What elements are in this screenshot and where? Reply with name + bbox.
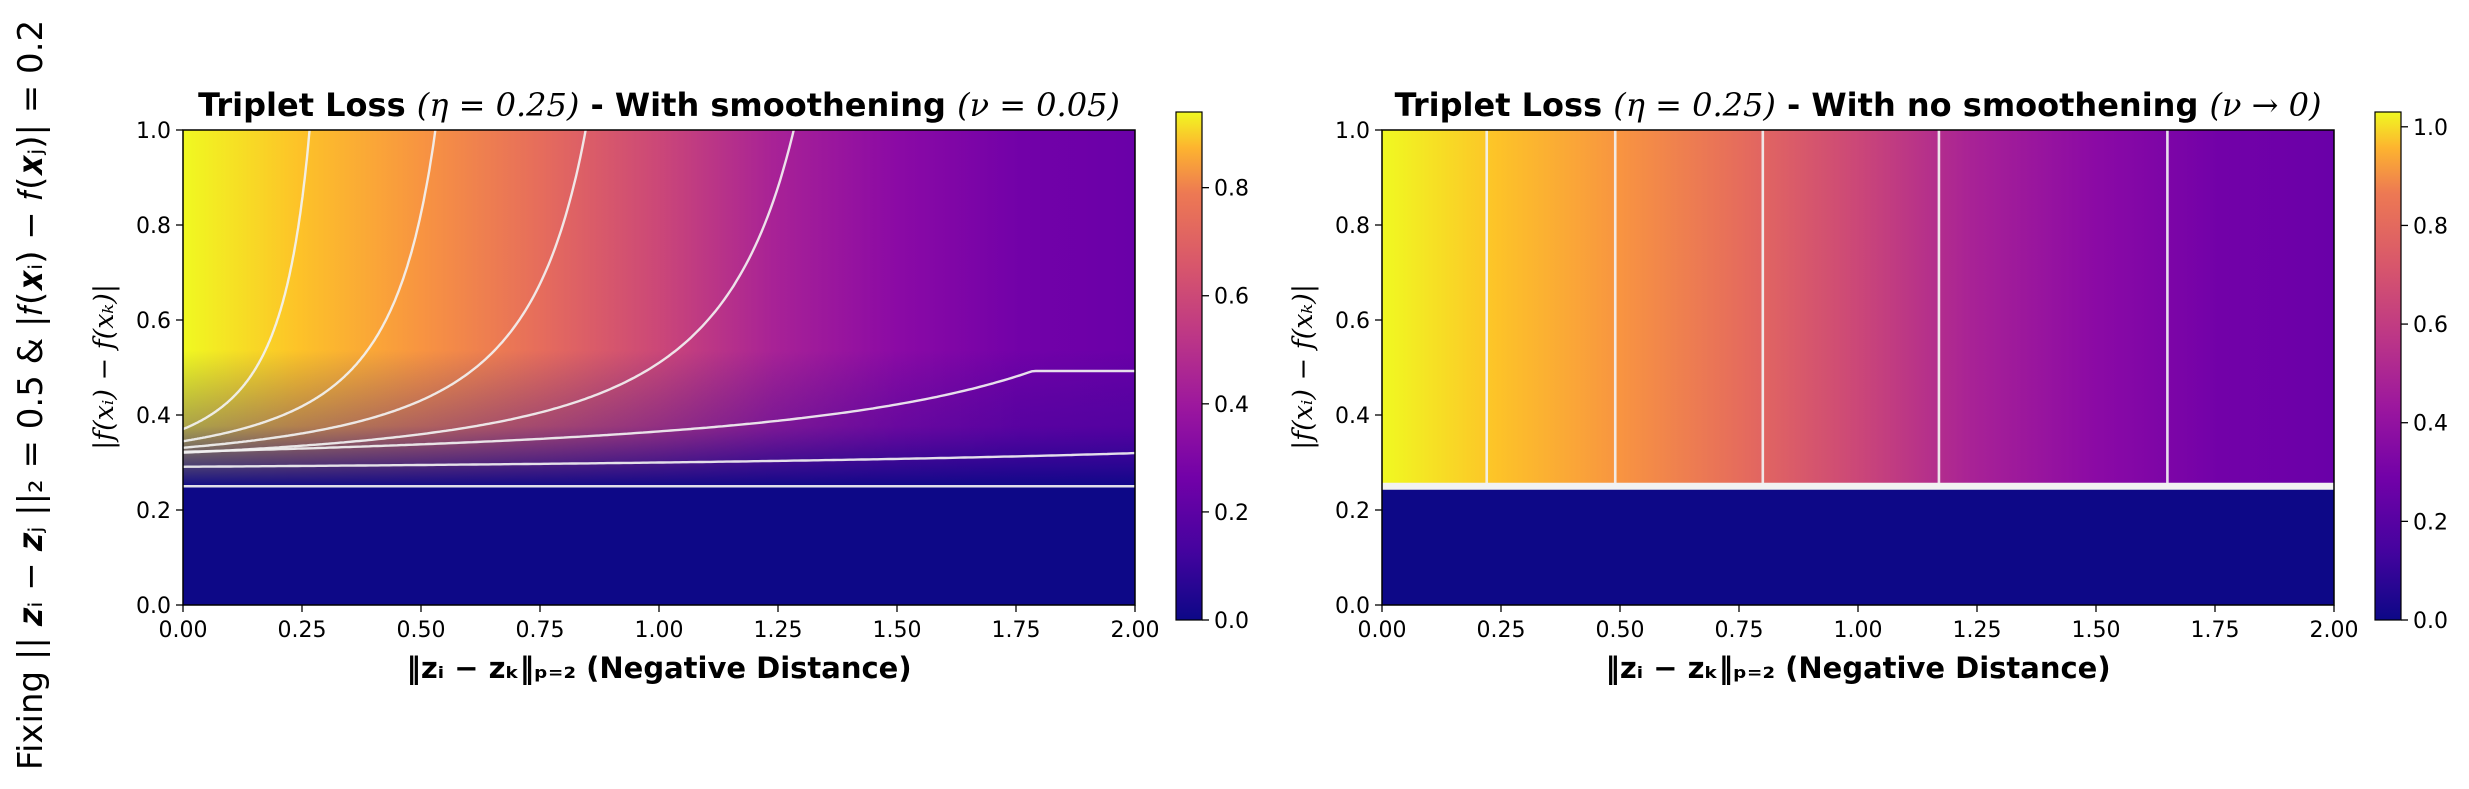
- x-tick-label: 1.00: [1834, 618, 1883, 643]
- x-axis-ticks: 0.00 0.25 0.50 0.75 1.00 1.25 1.50 1.75 2.00: [1358, 605, 2359, 643]
- x-tick-label: 1.50: [2072, 618, 2121, 643]
- x-tick-label: 1.75: [2191, 618, 2240, 643]
- colorbar-tick-label: 0.2: [1214, 501, 1249, 526]
- x-tick-label: 1.25: [1953, 618, 2002, 643]
- colorbar-tick-label: 0.4: [2413, 412, 2448, 437]
- heatmap-zero-region: [1382, 487, 2334, 605]
- y-tick-label: 0.2: [1335, 499, 1370, 524]
- x-tick-label: 1.50: [873, 618, 922, 643]
- x-tick-label: 0.50: [397, 618, 446, 643]
- contour-line: [183, 130, 311, 431]
- y-axis-label: |f(xᵢ) − f(xₖ)|: [1288, 284, 1319, 450]
- colorbar-tick-label: 0.8: [1214, 177, 1249, 202]
- contour-lines: [183, 130, 1135, 488]
- y-tick-label: 0.2: [136, 499, 171, 524]
- y-tick-label: 0.4: [1335, 404, 1370, 429]
- x-tick-label: 1.25: [754, 618, 803, 643]
- figure-side-label: Fixing || 𝒛ᵢ − 𝒛ⱼ ||₂ = 0.5 & |𝑓(𝒙ᵢ) − 𝑓…: [11, 20, 51, 770]
- colorbar-tick-label: 0.0: [1214, 609, 1249, 634]
- y-tick-label: 0.6: [136, 309, 171, 334]
- colorbar: [2374, 111, 2402, 621]
- chart-title: Triplet Loss (η = 0.25) - With no smooth…: [1395, 86, 2322, 124]
- contour-line: [183, 130, 587, 449]
- x-tick-label: 0.50: [1596, 618, 1645, 643]
- colorbar-ticks: 0.0 0.2 0.4 0.6 0.8: [1202, 177, 1249, 634]
- colorbar-tick-label: 0.8: [2413, 214, 2448, 239]
- y-axis-label: |f(xᵢ) − f(xₖ)|: [89, 284, 120, 450]
- y-axis-ticks: 0.0 0.2 0.4 0.6 0.8 1.0: [136, 119, 183, 619]
- colorbar-tick-label: 0.6: [1214, 285, 1249, 310]
- heatmap-gradient: [1382, 130, 2334, 487]
- x-tick-label: 1.00: [635, 618, 684, 643]
- contour-lines: [1382, 130, 2334, 490]
- chart-panel-no-smoothening: Triplet Loss (η = 0.25) - With no smooth…: [1288, 86, 2448, 685]
- contour-line: [183, 130, 795, 454]
- x-axis-label: ‖zᵢ − zₖ‖ₚ₌₂ (Negative Distance): [1605, 651, 2110, 685]
- contour-line: [183, 130, 437, 443]
- colorbar-ticks: 0.0 0.2 0.4 0.6 0.8 1.0: [2401, 116, 2448, 634]
- y-tick-label: 0.8: [1335, 214, 1370, 239]
- x-axis-ticks: 0.00 0.25 0.50 0.75 1.00 1.25 1.50 1.75 2.00: [159, 605, 1160, 643]
- x-tick-label: 2.00: [1111, 618, 1160, 643]
- contour-line: [183, 451, 1135, 468]
- colorbar-tick-label: 0.4: [1214, 393, 1249, 418]
- x-tick-label: 0.75: [516, 618, 565, 643]
- y-tick-label: 0.8: [136, 214, 171, 239]
- y-tick-label: 0.0: [1335, 594, 1370, 619]
- colorbar-tick-label: 1.0: [2413, 116, 2448, 141]
- x-tick-label: 0.25: [278, 618, 327, 643]
- y-tick-label: 0.6: [1335, 309, 1370, 334]
- x-tick-label: 0.25: [1477, 618, 1526, 643]
- x-tick-label: 1.75: [992, 618, 1041, 643]
- y-tick-label: 1.0: [136, 119, 171, 144]
- x-tick-label: 0.00: [1358, 618, 1407, 643]
- colorbar: [1175, 111, 1203, 621]
- x-tick-label: 0.75: [1715, 618, 1764, 643]
- x-tick-label: 2.00: [2310, 618, 2359, 643]
- y-tick-label: 0.4: [136, 404, 171, 429]
- colorbar-tick-label: 0.0: [2413, 609, 2448, 634]
- x-tick-label: 0.00: [159, 618, 208, 643]
- heatmap-transition-band: [183, 350, 1135, 488]
- y-axis-ticks: 0.0 0.2 0.4 0.6 0.8 1.0: [1335, 119, 1382, 619]
- x-axis-label: ‖zᵢ − zₖ‖ₚ₌₂ (Negative Distance): [406, 651, 911, 685]
- chart-panel-smoothening: Triplet Loss (η = 0.25) - With smootheni…: [89, 86, 1249, 685]
- chart-title: Triplet Loss (η = 0.25) - With smootheni…: [198, 86, 1120, 124]
- heatmap-zero-region: [183, 487, 1135, 605]
- colorbar-tick-label: 0.2: [2413, 510, 2448, 535]
- colorbar-tick-label: 0.6: [2413, 313, 2448, 338]
- contour-line: [183, 369, 1135, 453]
- y-tick-label: 0.0: [136, 594, 171, 619]
- y-tick-label: 1.0: [1335, 119, 1370, 144]
